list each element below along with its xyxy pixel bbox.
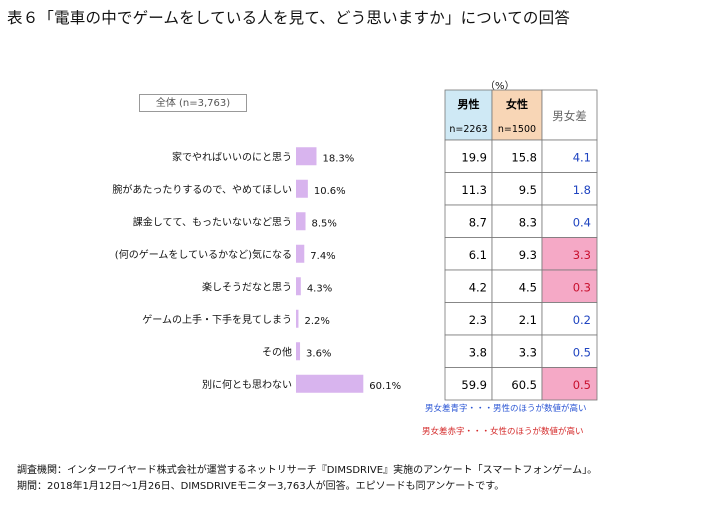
bar [296,374,364,393]
category-label: (何のゲームをしているかなど)気になる [115,248,292,261]
bar [296,179,308,198]
male-cell [444,302,493,336]
diff-value: 0.3 [573,280,591,294]
male-value: 3.8 [469,345,487,359]
diff-cell [541,139,598,173]
male-value: 4.2 [469,280,487,294]
diff-cell [541,269,598,303]
female-cell [491,269,543,303]
diff-value: 0.4 [573,215,591,229]
legend-blue-note: 男女差青字・・・男性のほうが数値が高い [425,404,587,414]
female-n-label: n=1500 [498,124,536,135]
female-value: 3.3 [519,345,537,359]
female-value: 9.5 [519,183,537,197]
diff-cell [541,237,598,271]
page-title: 表６「電車の中でゲームをしている人を見て、どう思いますか」についての回答 [7,9,571,27]
female-value: 9.3 [519,248,537,262]
category-label: 別に何とも思わない [202,378,292,391]
female-cell [491,302,543,336]
bar-value-label: 7.4% [310,251,335,262]
bar-value-label: 10.6% [314,186,346,197]
female-header-cell [491,89,543,141]
diff-value: 4.1 [573,150,591,164]
male-value: 11.3 [461,183,487,197]
male-cell [444,172,493,206]
diff-value: 0.2 [573,313,591,327]
bar [296,342,301,361]
female-cell [491,172,543,206]
diff-header-label: 男女差 [552,109,587,123]
male-cell [444,367,493,401]
bar [296,244,305,263]
female-header-label: 女性 [506,97,528,111]
bar-value-label: 4.3% [307,283,332,294]
diff-cell [541,302,598,336]
diff-cell [541,172,598,206]
category-label: その他 [262,345,292,358]
male-header-cell [444,89,493,141]
category-label: ゲームの上手・下手を見てしまう [142,313,292,326]
footer-line-2: 期間：2018年1月12日～1月26日、DIMSDRIVEモニター3,763人が… [17,481,505,492]
female-value: 60.5 [511,378,537,392]
female-value: 8.3 [519,215,537,229]
male-value: 2.3 [469,313,487,327]
category-label: 腕があたったりするので、やめてほしい [112,183,292,196]
unit-label: （%） [485,81,515,92]
male-cell [444,269,493,303]
bar [296,309,299,328]
bar [296,277,301,296]
footer-line-1: 調査機関：インターワイヤード株式会社が運営するネットリサーチ『DIMSDRIVE… [17,465,598,476]
legend-red-note: 男女差赤字・・・女性のほうが数値が高い [422,427,584,437]
diff-value: 1.8 [573,183,591,197]
total-label-box: 全体 (n=3,763) [139,94,247,112]
bar-value-label: 8.5% [312,218,337,229]
male-n-label: n=2263 [449,124,487,135]
bar-value-label: 2.2% [304,316,329,327]
bar [296,212,306,231]
male-value: 19.9 [461,150,487,164]
category-label: 課金してて、もったいないなど思う [133,215,292,228]
bar-value-label: 18.3% [322,153,354,164]
bar-value-label: 3.6% [306,348,331,359]
diff-value: 3.3 [573,248,591,262]
diff-value: 0.5 [573,345,591,359]
diff-cell [541,367,598,401]
diff-value: 0.5 [573,378,591,392]
female-value: 15.8 [511,150,537,164]
diff-cell [541,334,598,368]
male-value: 8.7 [469,215,487,229]
male-header-label: 男性 [458,97,480,111]
female-value: 4.5 [519,280,537,294]
bar-value-label: 60.1% [369,381,401,392]
category-label: 楽しそうだなと思う [202,280,292,293]
category-label: 家でやればいいのにと思う [172,150,292,163]
diff-cell [541,204,598,238]
male-value: 59.9 [461,378,487,392]
bar [296,147,317,166]
female-value: 2.1 [519,313,537,327]
female-cell [491,367,543,401]
male-value: 6.1 [469,248,487,262]
diff-header-cell [541,89,598,141]
